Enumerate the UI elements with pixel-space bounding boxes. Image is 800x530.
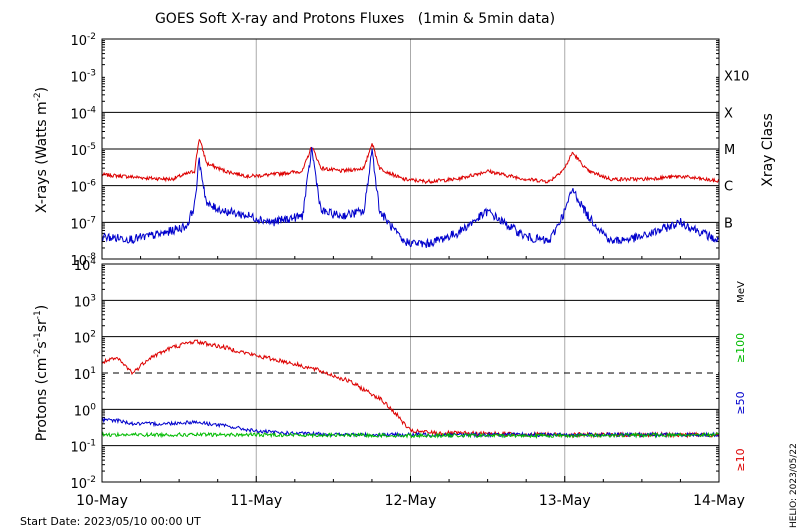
proton-tick-exp: -1 [87,439,96,449]
xray-class-label: B [724,216,733,231]
energy-unit-label: MeV [736,281,747,303]
xray-tick-exp: -5 [87,142,96,152]
xray-tick-label: 10-3 [70,69,96,86]
xray-tick-exp: -6 [87,179,96,189]
proton-tick-label: 102 [74,330,96,347]
proton-tick-label: 103 [74,293,96,310]
proton-ylabel-part: Protons (cm [34,358,50,442]
proton-tick-exp: 3 [90,293,96,303]
proton-tick-base: 10 [74,259,91,274]
proton-tick-exp: -2 [87,475,96,485]
xray-tick-label: 10-6 [70,179,96,196]
xray-tick-base: 10 [70,254,87,269]
proton-tick-label: 104 [74,257,97,274]
data-layer [101,138,720,440]
proton-tick-base: 10 [70,477,87,492]
xray-tick-base: 10 [70,144,87,159]
xray-tick-label: 10-5 [70,142,96,159]
proton-tick-label: 100 [74,402,97,419]
xray-class-label: X [724,106,733,121]
proton-tick-base: 10 [74,332,91,347]
xray-short-channel-line [101,147,720,249]
xray-tick-label: 10-7 [70,215,96,232]
label-layer: 10-810-710-610-510-410-310-2BCMXX1010-21… [33,32,776,509]
xray-class-axis-title: Xray Class [760,113,776,187]
frame-layer [101,38,720,483]
proton-tick-exp: 0 [90,402,96,412]
proton-tick-base: 10 [74,404,91,419]
start-date-label: Start Date: 2023/05/10 00:00 UT [20,515,201,528]
xray-class-label: M [724,143,735,158]
xray-tick-base: 10 [70,34,87,49]
xray-tick-exp: -7 [87,215,96,225]
chart-title: GOES Soft X-ray and Protons Fluxes (1min… [155,11,555,27]
xray-tick-base: 10 [70,71,87,86]
proton-tick-base: 10 [74,295,91,310]
proton-tick-label: 10-2 [70,475,96,492]
xray-ylabel-part: -2 [33,92,43,101]
xray-tick-exp: -2 [87,32,96,42]
proton-100mev-line [101,431,720,440]
x-tick-label: 13-May [539,493,591,509]
xray-tick-label: 10-2 [70,32,96,49]
proton-ylabel-part: s [34,341,50,348]
x-tick-label: 12-May [385,493,437,509]
xray-tick-exp: -4 [87,105,96,115]
xray-tick-label: 10-4 [70,105,96,122]
proton-tick-exp: 4 [90,257,96,267]
xray-tick-base: 10 [70,217,87,232]
proton-tick-exp: 2 [90,330,96,340]
xray-tick-exp: -3 [87,69,96,79]
x-tick-label: 11-May [230,493,282,509]
proton-ylabel-part: ) [34,305,50,310]
xray-ylabel: X-rays (Watts m-2) [33,87,50,213]
proton-tick-label: 10-1 [70,439,96,456]
xray-panel-frame [101,38,720,260]
xray-tick-base: 10 [70,107,87,122]
energy-channel-label: ≥100 [734,333,747,363]
proton-tick-label: 101 [74,366,96,383]
xray-tick-exp: -8 [87,252,96,262]
grid-layer [102,39,719,482]
proton-ylabel-part: -2 [33,349,43,358]
x-tick-label: 10-May [76,493,128,509]
proton-ylabel-part: -1 [33,332,43,341]
proton-ylabel: Protons (cm-2s-1sr-1) [33,305,50,441]
x-tick-label: 14-May [693,493,745,509]
xray-ylabel-part: X-rays (Watts m [34,101,50,213]
xray-tick-base: 10 [70,181,87,196]
proton-ylabel-part: sr [34,319,50,332]
xray-long-channel-line [101,138,720,185]
xray-tick-label: 10-8 [70,252,96,269]
proton-ylabel-part: -1 [33,310,43,319]
helio-stamp: HELIO: 2023/05/22 [789,443,799,528]
energy-channel-label: ≥10 [734,448,747,471]
xray-ylabel-part: ) [34,87,50,92]
proton-tick-base: 10 [74,368,91,383]
energy-channel-label: ≥50 [734,391,747,414]
proton-tick-exp: 1 [90,366,96,376]
xray-class-label: X10 [724,70,749,85]
proton-tick-base: 10 [70,441,87,456]
xray-class-label: C [724,180,733,195]
